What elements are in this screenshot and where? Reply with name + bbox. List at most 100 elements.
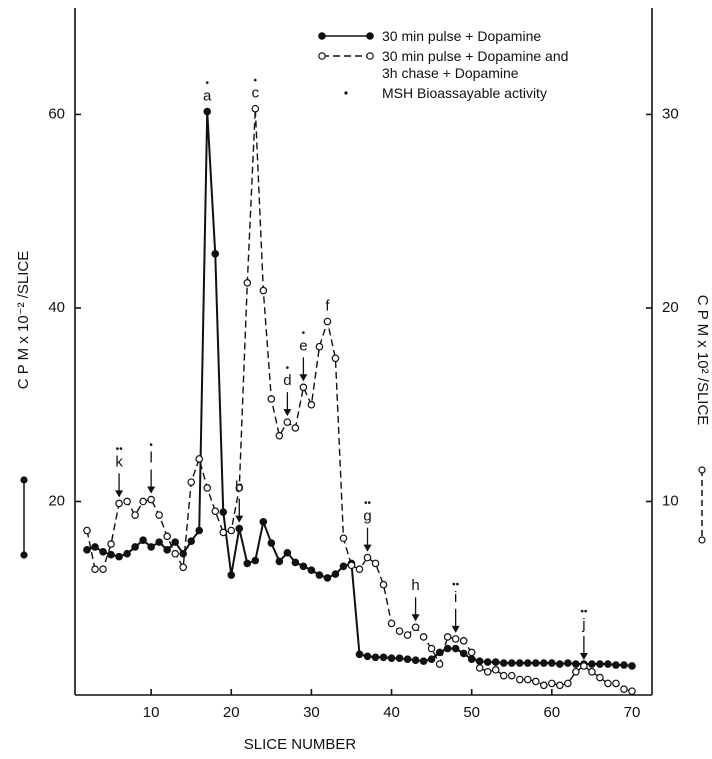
- data-point: [91, 565, 99, 574]
- annotation-arrowhead: [147, 486, 156, 494]
- legend-item: MSH Bioassayable activity: [318, 85, 582, 102]
- data-point: [275, 557, 284, 566]
- x-tick-label: 50: [463, 704, 480, 721]
- legend: 30 min pulse + Dopamine 30 min pulse + Do…: [318, 28, 582, 105]
- data-point: [203, 484, 212, 492]
- annotation-label: c: [252, 85, 260, 102]
- data-point: [307, 400, 316, 409]
- data-point: [211, 507, 220, 515]
- data-point: [107, 540, 115, 548]
- annotation-arrowhead: [579, 652, 588, 660]
- data-point: [387, 619, 396, 628]
- legend-item: 30 min pulse + Dopamine and 3h chase + D…: [318, 48, 582, 82]
- data-point: [99, 547, 107, 556]
- data-point: [483, 667, 492, 676]
- data-point: [435, 660, 444, 668]
- data-point: [564, 679, 572, 688]
- data-point: [427, 655, 436, 663]
- data-point: [403, 631, 412, 639]
- data-point: [588, 660, 596, 668]
- data-point: [339, 534, 348, 543]
- data-point: [467, 648, 476, 657]
- y-axis-title: C P M x 10⁻² /SLICE: [15, 251, 32, 390]
- data-point: [419, 657, 428, 665]
- data-point: [283, 548, 292, 557]
- data-point: [115, 552, 123, 561]
- data-point: [283, 418, 292, 426]
- data-point: [211, 249, 220, 258]
- data-point: [227, 526, 236, 535]
- annotation-arrowhead: [451, 625, 460, 633]
- data-point: [612, 679, 620, 688]
- data-point: [219, 528, 228, 537]
- data-point: [363, 553, 372, 562]
- data-point: [195, 455, 204, 463]
- data-point: [243, 559, 252, 568]
- data-point: [548, 679, 556, 688]
- data-point: [243, 278, 252, 287]
- data-point: [564, 659, 572, 667]
- data-point: [267, 539, 276, 547]
- data-point: [427, 644, 436, 653]
- legend-item: 30 min pulse + Dopamine: [318, 28, 582, 45]
- x-tick-label: 30: [303, 704, 320, 721]
- data-point: [179, 549, 187, 558]
- y2-tick-label: 10: [662, 492, 679, 509]
- legend-swatch: [344, 91, 348, 95]
- annotation-label: k: [115, 453, 123, 470]
- annotation-label: d: [283, 372, 291, 389]
- data-point: [315, 571, 324, 579]
- x-tick-label: 70: [624, 704, 641, 721]
- data-point: [355, 565, 364, 574]
- data-point: [451, 635, 460, 643]
- data-point: [451, 644, 460, 653]
- data-point: [507, 671, 516, 680]
- data-point: [572, 667, 580, 676]
- data-point: [588, 667, 596, 676]
- data-point: [523, 659, 532, 667]
- data-point: [483, 658, 492, 666]
- data-point: [379, 653, 388, 662]
- data-point: [387, 654, 396, 663]
- legend-marker: [318, 32, 326, 40]
- data-point: [147, 543, 155, 551]
- data-point: [187, 478, 196, 486]
- data-point: [131, 543, 139, 551]
- series-line: [86, 108, 633, 692]
- activity-mark: •: [254, 75, 258, 86]
- data-point: [459, 637, 468, 645]
- data-point: [395, 654, 404, 663]
- data-point: [235, 524, 244, 533]
- data-point: [443, 633, 452, 641]
- activity-mark: ••: [580, 607, 588, 618]
- data-point: [475, 657, 484, 665]
- legend-label: MSH Bioassayable activity: [382, 85, 547, 101]
- data-point: [83, 526, 91, 535]
- annotation-label: a: [203, 88, 212, 105]
- data-point: [259, 286, 268, 295]
- data-point: [355, 650, 364, 659]
- annotation-label: f: [325, 297, 330, 314]
- data-point: [556, 660, 564, 668]
- data-point: [195, 526, 204, 535]
- data-point: [139, 536, 147, 544]
- data-point: [491, 666, 500, 674]
- data-point: [620, 661, 628, 669]
- data-point: [499, 671, 508, 680]
- data-point: [507, 659, 516, 667]
- y-tick-label: 20: [48, 492, 65, 509]
- annotation-arrowhead: [363, 544, 372, 552]
- data-point: [540, 659, 548, 667]
- legend-marker: [366, 52, 374, 60]
- data-point: [531, 659, 540, 667]
- data-point: [540, 681, 548, 690]
- data-point: [419, 633, 428, 641]
- data-point: [628, 687, 636, 695]
- data-point: [459, 649, 468, 658]
- activity-mark: •: [205, 78, 209, 89]
- x-axis-title: SLICE NUMBER: [244, 736, 357, 753]
- data-point: [515, 659, 524, 667]
- data-point: [299, 562, 308, 571]
- data-point: [171, 538, 179, 546]
